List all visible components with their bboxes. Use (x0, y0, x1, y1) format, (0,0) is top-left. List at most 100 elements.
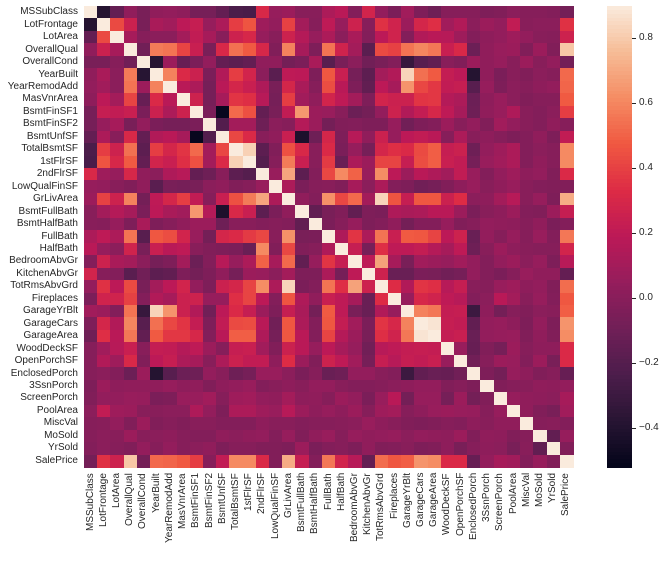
colorbar-segment (607, 32, 632, 38)
heatmap-cell (97, 130, 112, 144)
heatmap-cell (348, 392, 363, 406)
heatmap-cell (163, 417, 178, 431)
heatmap-cell (454, 130, 468, 144)
y-tick-label: 3SsnPorch (29, 380, 78, 391)
y-tick-label: GrLivArea (32, 193, 78, 205)
colorbar-segment (607, 17, 632, 23)
heatmap-cell (427, 342, 442, 356)
heatmap-cell (440, 6, 455, 20)
colorbar-tick-label: 0.0 (639, 292, 653, 304)
heatmap-cell (493, 217, 508, 231)
heatmap-cell (269, 429, 283, 443)
heatmap-cell (150, 55, 164, 69)
heatmap-cell (414, 267, 429, 281)
heatmap-cell (374, 105, 389, 119)
heatmap-cell (110, 93, 125, 107)
colorbar-segment (607, 232, 632, 238)
heatmap-cell (216, 317, 230, 331)
heatmap-cell (163, 442, 178, 456)
y-tick-label: YearBuilt (38, 68, 78, 80)
heatmap-cell (136, 143, 151, 157)
heatmap-cell (229, 93, 244, 107)
heatmap-cell (546, 329, 561, 343)
heatmap-cell (84, 192, 98, 206)
heatmap-cell (97, 205, 112, 219)
heatmap-cell (387, 267, 402, 281)
x-tick-label: Fireplaces (388, 472, 400, 519)
heatmap-cell (427, 242, 442, 256)
heatmap-cell (202, 417, 217, 431)
heatmap-cell (493, 342, 508, 356)
heatmap-cell (97, 392, 112, 406)
colorbar-segment (607, 201, 632, 207)
heatmap-cell (493, 267, 508, 281)
heatmap-cell (533, 329, 548, 343)
heatmap-cell (295, 230, 310, 244)
y-tick-label: BsmtUnfSF (26, 130, 78, 142)
heatmap-cell (269, 280, 283, 294)
heatmap-cell (308, 367, 323, 381)
heatmap-cell (295, 167, 310, 182)
x-tick-label: LotArea (111, 472, 123, 508)
heatmap-cell (321, 292, 336, 306)
heatmap-cell (480, 55, 495, 69)
y-tick-label: GarageArea (23, 330, 78, 342)
heatmap-cell (348, 367, 363, 381)
heatmap-cell (321, 192, 336, 206)
heatmap-cell (216, 429, 230, 443)
heatmap-cell (308, 442, 323, 456)
heatmap-cell (308, 118, 323, 132)
heatmap-cell (216, 105, 230, 119)
heatmap-cell (493, 354, 508, 368)
heatmap-cell (480, 192, 495, 206)
colorbar-segment (607, 313, 632, 318)
heatmap-cell (533, 6, 548, 20)
heatmap-cell (295, 155, 310, 169)
heatmap-cell (414, 317, 429, 331)
heatmap-cell (480, 80, 495, 94)
heatmap-cell (321, 217, 336, 231)
heatmap-cell (84, 180, 98, 194)
colorbar-segment (607, 194, 632, 199)
heatmap-cell (520, 429, 534, 443)
heatmap-cell (467, 429, 482, 443)
heatmap-cell (520, 68, 534, 82)
heatmap-cell (454, 68, 468, 82)
heatmap-cell (506, 242, 521, 256)
heatmap-cell (150, 454, 164, 468)
heatmap-cell (520, 93, 534, 107)
heatmap-cell (387, 93, 402, 107)
heatmap-cell (321, 205, 336, 219)
colorbar-segment (607, 209, 632, 215)
heatmap-cell (150, 404, 164, 418)
heatmap-cell (255, 454, 270, 468)
heatmap-cell (374, 367, 389, 381)
heatmap-cell (136, 404, 151, 418)
heatmap-cell (150, 305, 164, 319)
heatmap-cell (269, 354, 283, 368)
heatmap-cell (308, 255, 323, 269)
heatmap-cell (150, 392, 164, 406)
heatmap-cell (454, 267, 468, 281)
heatmap-cell (520, 105, 534, 119)
heatmap-cell (321, 379, 336, 393)
heatmap-cell (427, 317, 442, 331)
heatmap-cell (163, 143, 178, 157)
heatmap-cell (163, 80, 178, 94)
heatmap-cell (110, 280, 125, 294)
heatmap-cell (150, 30, 164, 44)
heatmap-cell (361, 118, 376, 132)
heatmap-cell (216, 342, 230, 356)
heatmap-cell (176, 417, 191, 431)
heatmap-cell (163, 242, 178, 256)
heatmap-cell (454, 180, 468, 194)
heatmap-cell (189, 30, 204, 44)
heatmap-cell (163, 68, 178, 82)
heatmap-cell (255, 354, 270, 368)
heatmap-cell (216, 18, 230, 32)
heatmap-cell (110, 292, 125, 306)
heatmap-cell (216, 130, 230, 144)
heatmap-cell (387, 404, 402, 418)
heatmap-cell (454, 167, 468, 182)
heatmap-cell (216, 442, 230, 456)
